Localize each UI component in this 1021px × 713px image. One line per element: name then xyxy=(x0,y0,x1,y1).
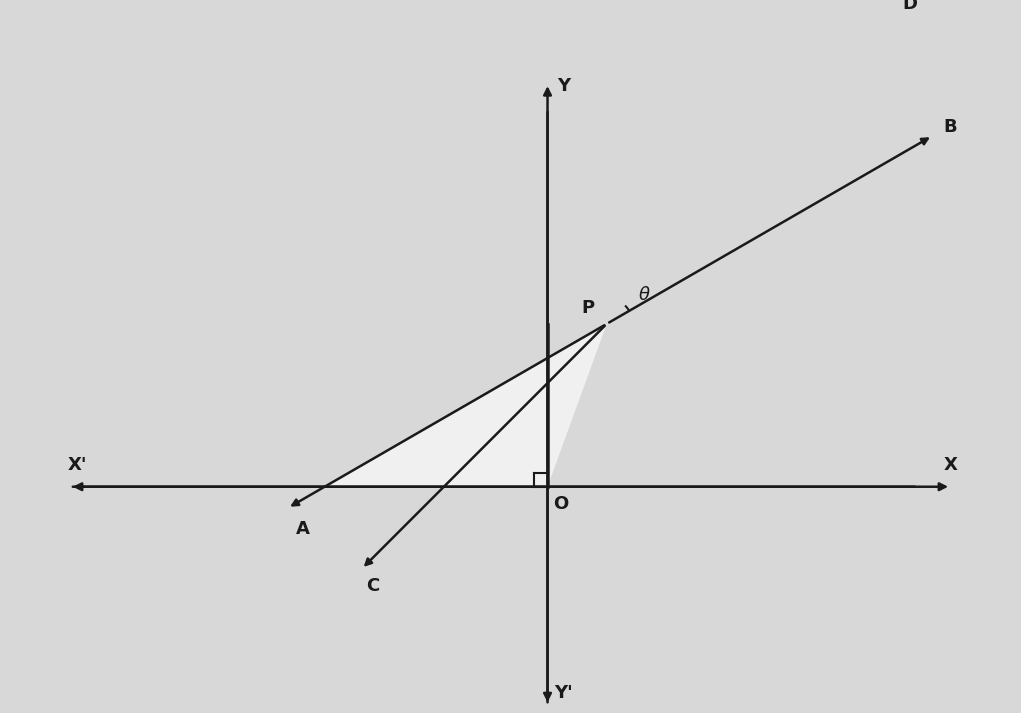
Text: B: B xyxy=(943,118,958,136)
Text: Y': Y' xyxy=(554,684,573,702)
Text: C: C xyxy=(367,577,380,595)
Text: D: D xyxy=(903,0,918,14)
Text: Y: Y xyxy=(557,76,571,95)
Polygon shape xyxy=(325,324,606,487)
Text: O: O xyxy=(553,495,569,513)
Text: A: A xyxy=(295,520,309,538)
Text: X': X' xyxy=(67,456,87,474)
Text: θ: θ xyxy=(638,287,649,304)
Text: P: P xyxy=(582,299,595,317)
Text: X: X xyxy=(944,456,958,474)
